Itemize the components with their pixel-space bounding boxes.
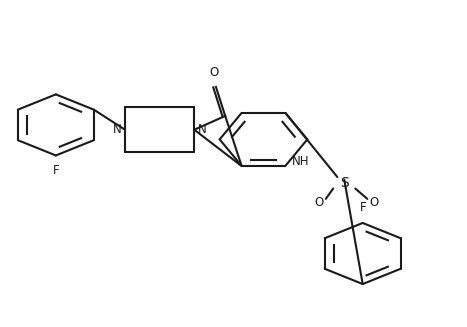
Text: N: N <box>198 123 207 136</box>
Text: O: O <box>369 196 379 209</box>
Text: S: S <box>340 176 349 190</box>
Text: NH: NH <box>292 155 309 168</box>
Text: F: F <box>360 201 366 214</box>
Text: O: O <box>209 66 218 79</box>
Text: F: F <box>52 164 59 178</box>
Text: N: N <box>113 123 121 136</box>
Text: O: O <box>314 196 324 209</box>
